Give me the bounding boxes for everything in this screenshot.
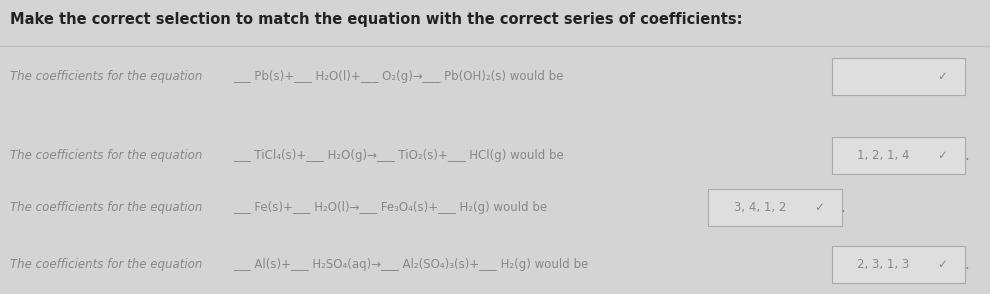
FancyBboxPatch shape — [832, 246, 965, 283]
Text: ✓: ✓ — [814, 201, 824, 214]
FancyBboxPatch shape — [832, 138, 965, 174]
Text: ___ Al(s)+___ H₂SO₄(aq)→___ Al₂(SO₄)₃(s)+___ H₂(g) would be: ___ Al(s)+___ H₂SO₄(aq)→___ Al₂(SO₄)₃(s)… — [233, 258, 588, 271]
Text: ___ TiCl₄(s)+___ H₂O(g)→___ TiO₂(s)+___ HCl(g) would be: ___ TiCl₄(s)+___ H₂O(g)→___ TiO₂(s)+___ … — [233, 149, 563, 162]
Text: ___ Fe(s)+___ H₂O(l)→___ Fe₃O₄(s)+___ H₂(g) would be: ___ Fe(s)+___ H₂O(l)→___ Fe₃O₄(s)+___ H₂… — [233, 201, 546, 214]
FancyBboxPatch shape — [832, 58, 965, 95]
Text: The coefficients for the equation: The coefficients for the equation — [10, 149, 202, 162]
Text: .: . — [964, 257, 969, 272]
Text: .: . — [964, 148, 969, 163]
Text: The coefficients for the equation: The coefficients for the equation — [10, 201, 202, 214]
Text: 1, 2, 1, 4: 1, 2, 1, 4 — [857, 149, 910, 162]
Text: Make the correct selection to match the equation with the correct series of coef: Make the correct selection to match the … — [10, 12, 742, 27]
Text: ✓: ✓ — [938, 70, 947, 83]
Text: The coefficients for the equation: The coefficients for the equation — [10, 70, 202, 83]
Text: ___ Pb(s)+___ H₂O(l)+___ O₂(g)→___ Pb(OH)₂(s) would be: ___ Pb(s)+___ H₂O(l)+___ O₂(g)→___ Pb(OH… — [233, 70, 563, 83]
Text: The coefficients for the equation: The coefficients for the equation — [10, 258, 202, 271]
Text: ✓: ✓ — [938, 258, 947, 271]
Text: .: . — [841, 200, 845, 215]
Text: 3, 4, 1, 2: 3, 4, 1, 2 — [734, 201, 786, 214]
Text: 2, 3, 1, 3: 2, 3, 1, 3 — [857, 258, 910, 271]
Text: ✓: ✓ — [938, 149, 947, 162]
FancyBboxPatch shape — [708, 189, 842, 226]
